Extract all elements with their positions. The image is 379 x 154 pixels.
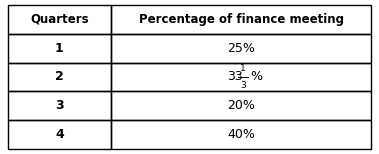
- Text: Quarters: Quarters: [30, 13, 89, 26]
- Text: 3: 3: [240, 81, 246, 90]
- Text: 2: 2: [55, 71, 64, 83]
- Text: 3: 3: [55, 99, 64, 112]
- Text: 40%: 40%: [227, 128, 255, 141]
- Text: 1: 1: [55, 42, 64, 55]
- Bar: [111, 5, 371, 34]
- Bar: [111, 120, 371, 149]
- Bar: [8, 5, 111, 34]
- Bar: [111, 63, 371, 91]
- Bar: [8, 34, 111, 63]
- Bar: [8, 120, 111, 149]
- Text: %: %: [250, 71, 262, 83]
- Bar: [111, 91, 371, 120]
- Text: Percentage of finance meeting: Percentage of finance meeting: [139, 13, 344, 26]
- Text: 20%: 20%: [227, 99, 255, 112]
- Text: 25%: 25%: [227, 42, 255, 55]
- Bar: [8, 91, 111, 120]
- Text: 4: 4: [55, 128, 64, 141]
- Bar: [111, 34, 371, 63]
- Bar: [8, 63, 111, 91]
- Text: 1: 1: [240, 64, 246, 73]
- Text: 33: 33: [227, 71, 243, 83]
